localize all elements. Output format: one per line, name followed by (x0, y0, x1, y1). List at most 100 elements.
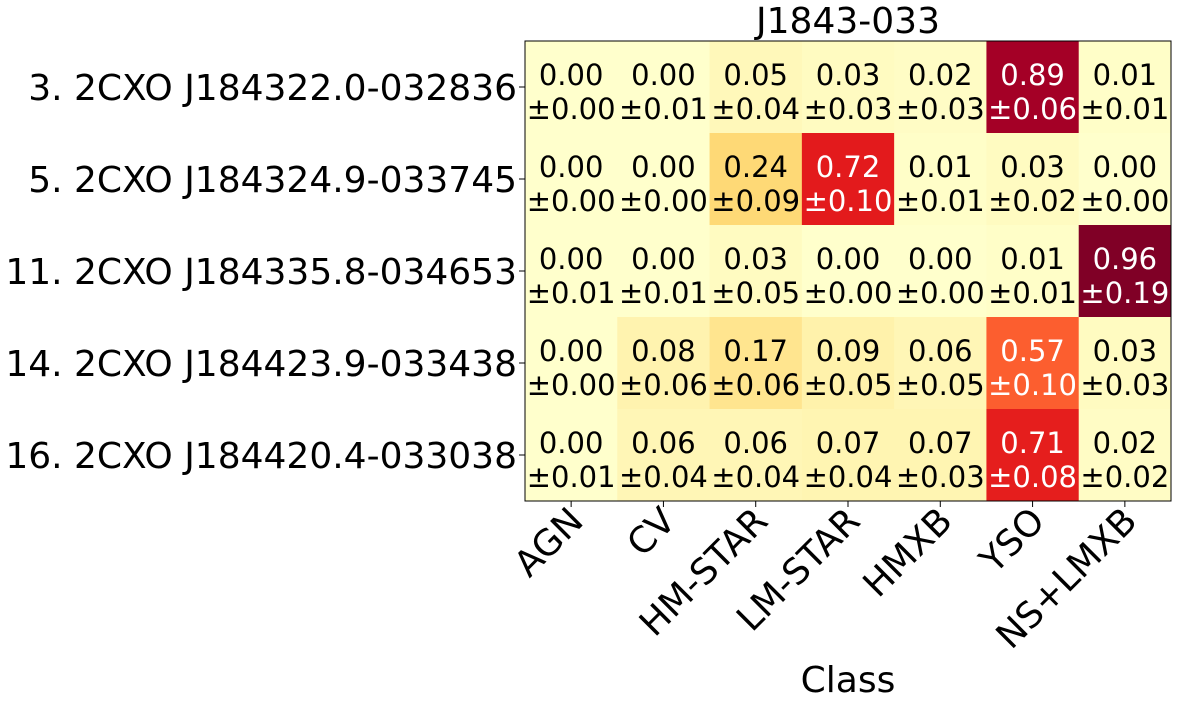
cell-error-label: ±0.01 (1080, 92, 1169, 126)
y-tick-label: 3. 2CXO J184322.0-032836 (28, 68, 517, 109)
cell-labels: 0.00±0.000.00±0.010.05±0.040.03±0.030.02… (527, 58, 1170, 494)
x-tick-label: AGN (507, 500, 592, 585)
heatmap-cell (894, 409, 987, 502)
cell-error-label: ±0.01 (619, 276, 708, 310)
cell-value-label: 0.03 (1093, 334, 1158, 368)
heatmap-cell (617, 409, 711, 502)
y-tick-label: 5. 2CXO J184324.9-033745 (28, 160, 517, 201)
cell-error-label: ±0.00 (804, 276, 893, 310)
cell-error-label: ±0.03 (1080, 368, 1169, 402)
cell-value-label: 0.03 (816, 58, 881, 92)
cell-error-label: ±0.06 (711, 368, 800, 402)
x-axis-label: Class (801, 660, 896, 701)
heatmap-cell (1078, 409, 1172, 502)
cell-value-label: 0.08 (631, 334, 696, 368)
cell-error-label: ±0.10 (988, 368, 1077, 402)
cell-value-label: 0.96 (1093, 242, 1158, 276)
cell-error-label: ±0.05 (896, 368, 985, 402)
cell-value-label: 0.01 (1000, 242, 1065, 276)
heatmap-cell (709, 409, 803, 502)
cell-value-label: 0.89 (1000, 58, 1065, 92)
cell-error-label: ±0.05 (711, 276, 800, 310)
y-tick-label: 14. 2CXO J184423.9-033438 (5, 344, 517, 385)
heatmap-cell (709, 225, 803, 318)
cell-error-label: ±0.04 (804, 460, 893, 494)
heatmap-cell (1078, 225, 1172, 318)
heatmap-cell (894, 225, 987, 318)
heatmap-cell (1078, 317, 1172, 410)
cell-value-label: 0.01 (1093, 58, 1158, 92)
chart-title: J1843-033 (754, 1, 940, 42)
x-tick-label: HMXB (856, 500, 961, 605)
cell-value-label: 0.03 (1000, 150, 1065, 184)
cell-error-label: ±0.01 (527, 460, 616, 494)
cell-error-label: ±0.03 (896, 460, 985, 494)
x-tick-label: CV (620, 500, 684, 564)
y-axis: 3. 2CXO J184322.0-032836 5. 2CXO J184324.… (5, 68, 525, 477)
heatmap-cell (986, 225, 1080, 318)
y-tick-label: 11. 2CXO J184335.8-034653 (5, 252, 517, 293)
cell-value-label: 0.06 (908, 334, 973, 368)
cell-value-label: 0.07 (816, 426, 881, 460)
heatmap-cell (709, 41, 803, 134)
cell-error-label: ±0.04 (619, 460, 708, 494)
cell-error-label: ±0.04 (711, 92, 800, 126)
cell-value-label: 0.71 (1000, 426, 1065, 460)
heatmap-cell (986, 317, 1080, 410)
cell-value-label: 0.09 (816, 334, 881, 368)
heatmap-cell (894, 41, 987, 134)
cell-value-label: 0.02 (1093, 426, 1158, 460)
cell-error-label: ±0.10 (804, 184, 893, 218)
heatmap-cell (525, 409, 618, 502)
heatmap-cell (617, 41, 711, 134)
cell-value-label: 0.03 (723, 242, 788, 276)
heatmap-cell (986, 41, 1080, 134)
cell-value-label: 0.00 (631, 242, 696, 276)
cell-value-label: 0.05 (723, 58, 788, 92)
cell-value-label: 0.00 (539, 150, 604, 184)
x-tick-label: YSO (971, 500, 1052, 581)
cell-value-label: 0.01 (908, 150, 973, 184)
cell-error-label: ±0.00 (527, 92, 616, 126)
cell-value-label: 0.06 (631, 426, 696, 460)
y-tick-label: 16. 2CXO J184420.4-033038 (5, 436, 517, 477)
heatmap-cell (986, 409, 1080, 502)
heatmap-cell (1078, 41, 1172, 134)
cell-error-label: ±0.03 (804, 92, 893, 126)
cell-value-label: 0.00 (539, 242, 604, 276)
cell-error-label: ±0.02 (988, 184, 1077, 218)
cell-error-label: ±0.03 (896, 92, 985, 126)
heatmap-cell (525, 317, 618, 410)
heatmap-cell (1078, 133, 1172, 226)
cell-value-label: 0.17 (723, 334, 788, 368)
heatmap-cell (525, 133, 618, 226)
cell-error-label: ±0.01 (896, 184, 985, 218)
cell-value-label: 0.00 (631, 58, 696, 92)
heatmap-cell (801, 133, 895, 226)
cell-error-label: ±0.00 (527, 368, 616, 402)
heatmap-cell (525, 225, 618, 318)
heatmap-cell (801, 41, 895, 134)
cell-error-label: ±0.09 (711, 184, 800, 218)
cell-error-label: ±0.01 (527, 276, 616, 310)
cell-value-label: 0.00 (1093, 150, 1158, 184)
cell-value-label: 0.57 (1000, 334, 1065, 368)
heatmap-cell (801, 317, 895, 410)
cell-value-label: 0.24 (723, 150, 788, 184)
cell-error-label: ±0.00 (896, 276, 985, 310)
cell-value-label: 0.02 (908, 58, 973, 92)
cell-error-label: ±0.01 (619, 92, 708, 126)
heatmap-cell (894, 133, 987, 226)
cell-error-label: ±0.08 (988, 460, 1077, 494)
cell-value-label: 0.00 (631, 150, 696, 184)
cell-value-label: 0.00 (539, 58, 604, 92)
heatmap-cell (617, 225, 711, 318)
cell-error-label: ±0.01 (988, 276, 1077, 310)
cell-error-label: ±0.19 (1080, 276, 1169, 310)
heatmap-cell (801, 225, 895, 318)
cell-value-label: 0.07 (908, 426, 973, 460)
heatmap-cell (894, 317, 987, 410)
cell-error-label: ±0.00 (1080, 184, 1169, 218)
